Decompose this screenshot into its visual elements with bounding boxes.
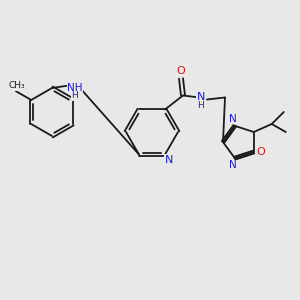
Text: N: N: [229, 114, 237, 124]
Text: CH₃: CH₃: [8, 82, 25, 91]
Text: O: O: [177, 67, 185, 76]
Text: O: O: [256, 147, 265, 157]
Text: N: N: [197, 92, 205, 103]
Text: N: N: [229, 160, 237, 170]
Text: H: H: [198, 101, 204, 110]
Text: H: H: [72, 92, 78, 100]
Text: NH: NH: [67, 83, 83, 93]
Text: N: N: [165, 154, 173, 164]
